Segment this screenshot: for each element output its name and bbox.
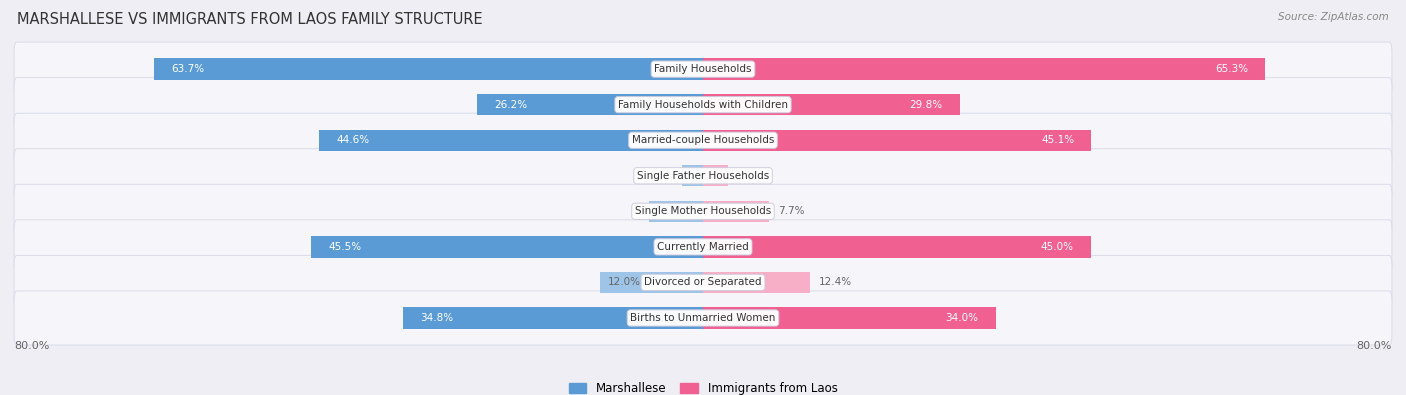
Bar [648,201,703,222]
Bar [703,236,1091,258]
Text: MARSHALLESE VS IMMIGRANTS FROM LAOS FAMILY STRUCTURE: MARSHALLESE VS IMMIGRANTS FROM LAOS FAMI… [17,12,482,27]
Text: 26.2%: 26.2% [495,100,527,110]
FancyBboxPatch shape [14,291,1392,345]
Bar [155,58,703,80]
Bar [703,307,995,329]
Bar [478,94,703,115]
Text: Family Households: Family Households [654,64,752,74]
Text: Family Households with Children: Family Households with Children [619,100,787,110]
Bar [311,236,703,258]
Text: 12.4%: 12.4% [818,277,852,288]
Text: 34.0%: 34.0% [946,313,979,323]
Bar [703,94,960,115]
Text: Currently Married: Currently Married [657,242,749,252]
FancyBboxPatch shape [14,113,1392,167]
Text: 63.7%: 63.7% [172,64,205,74]
Text: Single Mother Households: Single Mother Households [636,206,770,216]
FancyBboxPatch shape [14,149,1392,203]
Text: 2.9%: 2.9% [737,171,763,181]
FancyBboxPatch shape [14,78,1392,132]
Bar [599,272,703,293]
Text: 6.3%: 6.3% [658,206,683,216]
Text: Single Father Households: Single Father Households [637,171,769,181]
Text: Divorced or Separated: Divorced or Separated [644,277,762,288]
Bar [703,165,728,186]
Bar [319,130,703,151]
Bar [703,201,769,222]
Bar [703,58,1265,80]
Text: 45.0%: 45.0% [1040,242,1073,252]
Bar [404,307,703,329]
Bar [703,130,1091,151]
FancyBboxPatch shape [14,220,1392,274]
Text: Source: ZipAtlas.com: Source: ZipAtlas.com [1278,12,1389,22]
Bar [703,272,810,293]
Text: 2.4%: 2.4% [690,171,717,181]
Text: Married-couple Households: Married-couple Households [631,135,775,145]
Text: 80.0%: 80.0% [14,341,49,351]
FancyBboxPatch shape [14,42,1392,96]
Text: 7.7%: 7.7% [778,206,804,216]
Text: 34.8%: 34.8% [420,313,454,323]
Text: 12.0%: 12.0% [609,277,641,288]
Text: 65.3%: 65.3% [1215,64,1249,74]
FancyBboxPatch shape [14,184,1392,238]
Legend: Marshallese, Immigrants from Laos: Marshallese, Immigrants from Laos [562,376,844,395]
Text: 45.5%: 45.5% [329,242,361,252]
Text: 45.1%: 45.1% [1040,135,1074,145]
Text: Births to Unmarried Women: Births to Unmarried Women [630,313,776,323]
Text: 44.6%: 44.6% [336,135,370,145]
FancyBboxPatch shape [14,256,1392,309]
Text: 80.0%: 80.0% [1357,341,1392,351]
Text: 29.8%: 29.8% [910,100,942,110]
Bar [682,165,703,186]
